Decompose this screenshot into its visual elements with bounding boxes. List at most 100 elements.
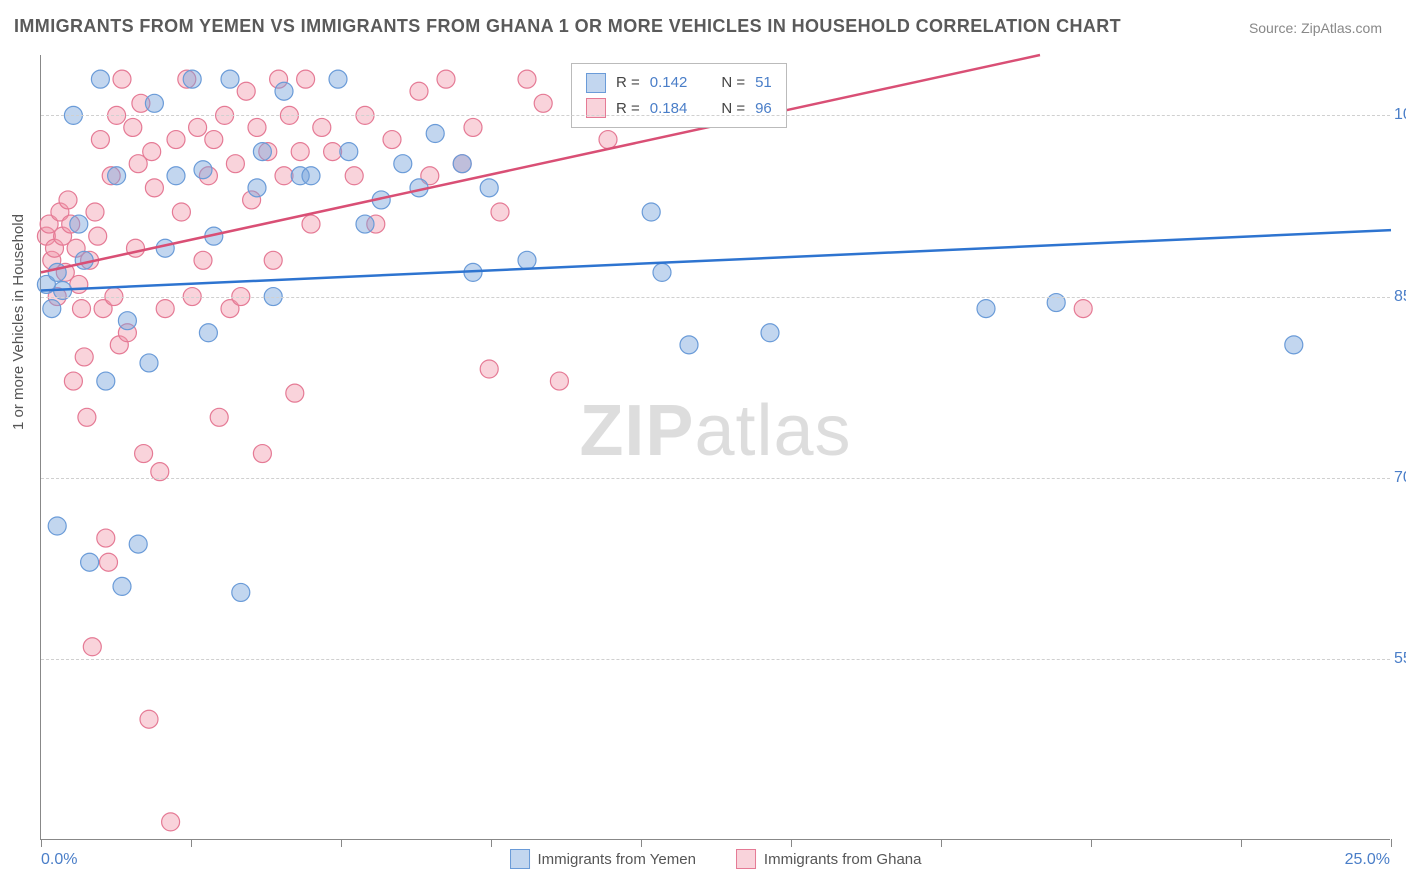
data-point (100, 553, 118, 571)
data-point (237, 82, 255, 100)
data-point (550, 372, 568, 390)
data-point (135, 445, 153, 463)
data-point (1285, 336, 1303, 354)
data-point (977, 300, 995, 318)
x-tick (791, 839, 792, 847)
legend-n-value: 51 (755, 70, 772, 96)
x-label-max: 25.0% (1345, 851, 1390, 869)
data-point (275, 167, 293, 185)
y-tick-label: 100.0% (1394, 106, 1406, 124)
data-point (291, 143, 309, 161)
source-label: Source: ZipAtlas.com (1249, 20, 1382, 36)
data-point (480, 179, 498, 197)
x-tick (1391, 839, 1392, 847)
data-point (145, 94, 163, 112)
gridline: 55.0% (41, 659, 1390, 660)
data-point (302, 167, 320, 185)
gridline: 85.0% (41, 297, 1390, 298)
data-point (86, 203, 104, 221)
data-point (221, 70, 239, 88)
data-point (59, 191, 77, 209)
data-point (89, 227, 107, 245)
data-point (156, 300, 174, 318)
data-point (64, 372, 82, 390)
data-point (48, 517, 66, 535)
x-tick (491, 839, 492, 847)
legend-row: R =0.142N =51 (586, 70, 772, 96)
legend-r-label: R = (616, 96, 640, 122)
x-tick (41, 839, 42, 847)
data-point (189, 118, 207, 136)
data-point (324, 143, 342, 161)
data-point (43, 300, 61, 318)
bottom-legend-item: Immigrants from Yemen (510, 849, 696, 869)
series-name: Immigrants from Ghana (764, 851, 922, 868)
data-point (97, 529, 115, 547)
data-point (172, 203, 190, 221)
data-point (313, 118, 331, 136)
y-tick-label: 85.0% (1394, 288, 1406, 306)
data-point (167, 131, 185, 149)
data-point (518, 251, 536, 269)
data-point (108, 167, 126, 185)
bottom-legend: Immigrants from Yemen Immigrants from Gha… (510, 849, 922, 869)
data-point (70, 275, 88, 293)
legend-r-label: R = (616, 70, 640, 96)
x-tick (641, 839, 642, 847)
data-point (140, 710, 158, 728)
data-point (275, 82, 293, 100)
data-point (232, 583, 250, 601)
data-point (297, 70, 315, 88)
data-point (81, 553, 99, 571)
data-point (97, 372, 115, 390)
data-point (253, 445, 271, 463)
data-point (680, 336, 698, 354)
data-point (426, 125, 444, 143)
chart-title: IMMIGRANTS FROM YEMEN VS IMMIGRANTS FROM… (14, 16, 1121, 37)
data-point (653, 263, 671, 281)
plot-area: ZIPatlas R =0.142N =51R =0.184N =96 Immi… (40, 55, 1390, 840)
data-point (383, 131, 401, 149)
legend-swatch (736, 849, 756, 869)
x-tick (1091, 839, 1092, 847)
data-point (329, 70, 347, 88)
data-point (253, 143, 271, 161)
data-point (464, 118, 482, 136)
data-point (491, 203, 509, 221)
data-point (205, 131, 223, 149)
data-point (129, 535, 147, 553)
data-point (75, 251, 93, 269)
data-point (264, 251, 282, 269)
data-point (162, 813, 180, 831)
data-point (194, 251, 212, 269)
x-label-min: 0.0% (41, 851, 77, 869)
data-point (453, 155, 471, 173)
data-point (534, 94, 552, 112)
data-point (127, 239, 145, 257)
data-point (73, 300, 91, 318)
y-tick-label: 70.0% (1394, 469, 1406, 487)
data-point (248, 179, 266, 197)
data-point (642, 203, 660, 221)
data-point (183, 70, 201, 88)
data-point (1074, 300, 1092, 318)
data-point (340, 143, 358, 161)
legend-n-value: 96 (755, 96, 772, 122)
data-point (156, 239, 174, 257)
gridline: 100.0% (41, 115, 1390, 116)
data-point (410, 82, 428, 100)
gridline: 70.0% (41, 478, 1390, 479)
x-tick (341, 839, 342, 847)
data-point (91, 131, 109, 149)
x-tick (191, 839, 192, 847)
data-point (194, 161, 212, 179)
data-point (394, 155, 412, 173)
data-point (518, 70, 536, 88)
data-point (210, 408, 228, 426)
x-tick (941, 839, 942, 847)
data-point (199, 324, 217, 342)
legend-r-value: 0.142 (650, 70, 688, 96)
y-tick-label: 55.0% (1394, 650, 1406, 668)
data-point (356, 215, 374, 233)
chart-svg (41, 55, 1390, 839)
